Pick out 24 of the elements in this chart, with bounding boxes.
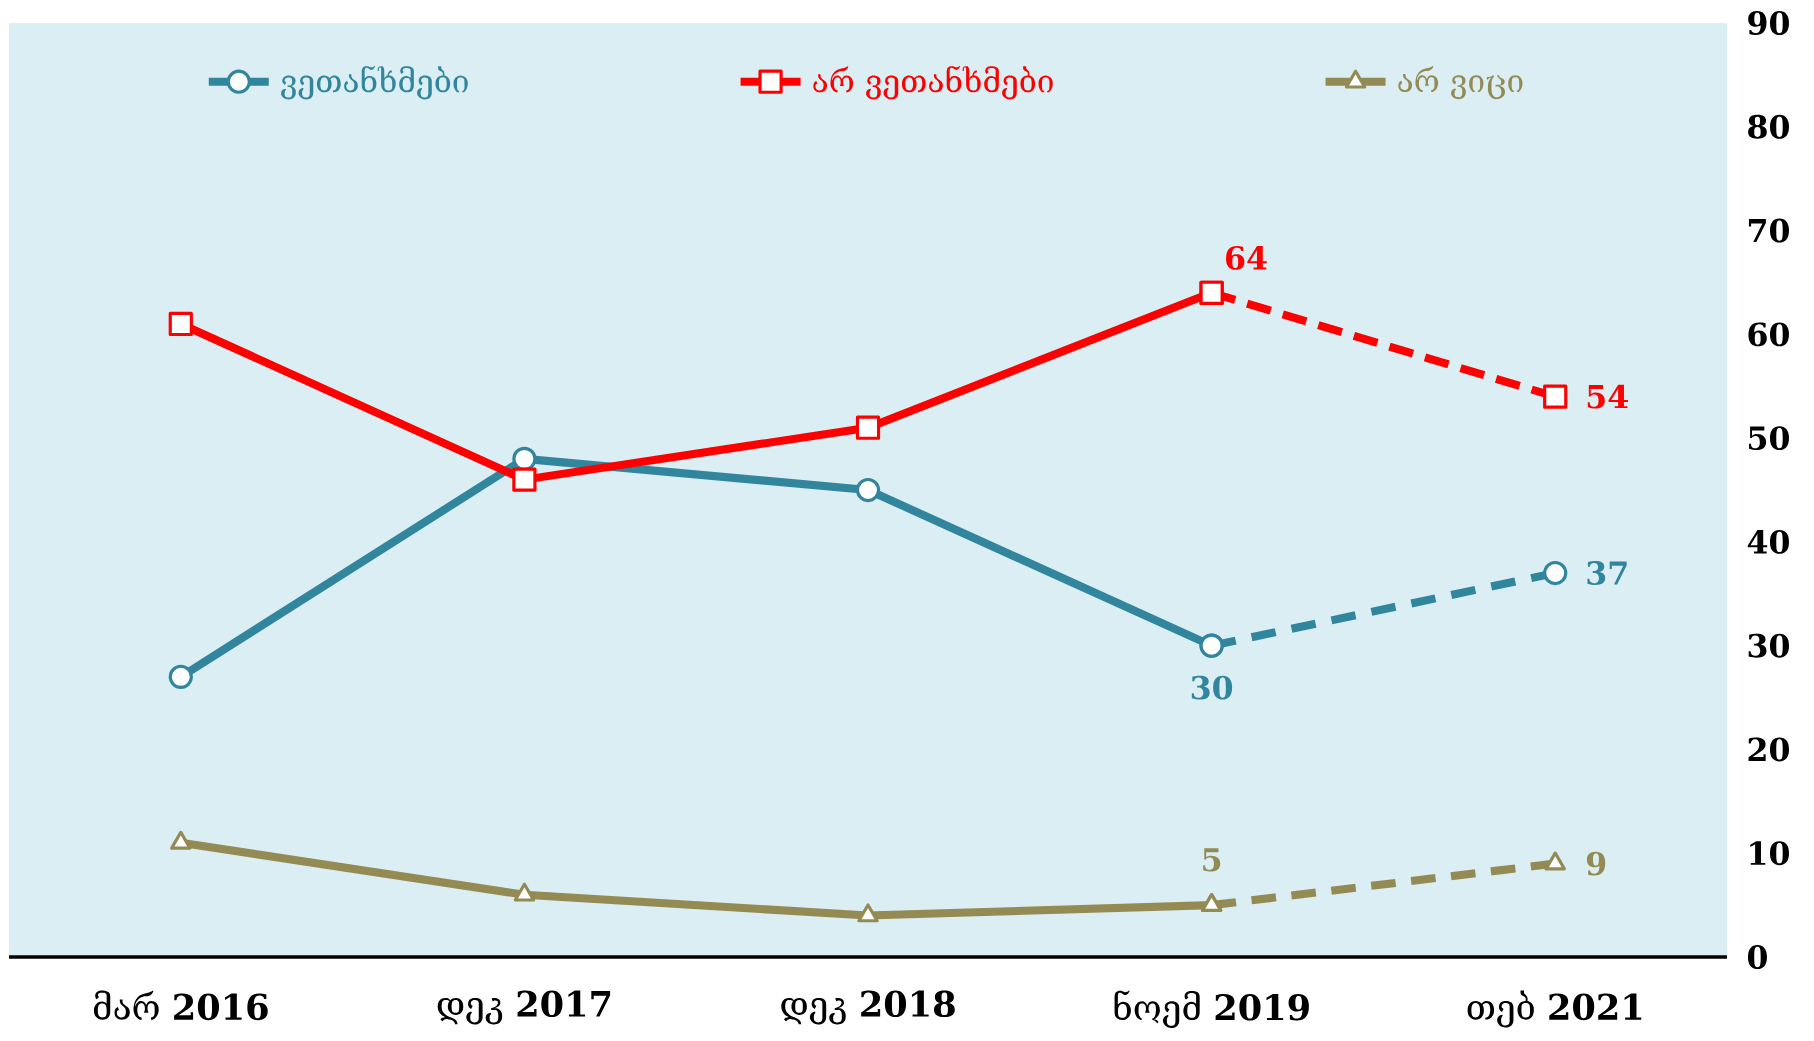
legend-label: არ ვეთანხმები [813, 65, 1053, 100]
y-tick-label: 40 [1747, 529, 1789, 554]
legend-label: ვეთანხმები [281, 65, 468, 100]
x-tick-label: ნოემ 2019 [1114, 990, 1309, 1028]
data-label: 54 [1587, 384, 1628, 409]
y-tick-label: 80 [1748, 114, 1789, 139]
data-label: 37 [1587, 561, 1627, 585]
y-tick-label: 90 [1748, 11, 1789, 35]
x-tick-label: მარ 2016 [93, 990, 268, 1021]
data-label: 5 [1203, 848, 1221, 872]
y-tick-label: 50 [1749, 426, 1789, 451]
y-tick-label: 30 [1748, 633, 1789, 658]
legend-label: არ ვიცი [1398, 66, 1523, 100]
x-tick-label: დეკ 2017 [437, 990, 611, 1025]
data-label: 30 [1191, 675, 1233, 700]
x-tick-label: დეკ 2018 [781, 990, 955, 1025]
data-label: 64 [1226, 245, 1267, 270]
y-tick-label: 70 [1748, 218, 1789, 243]
y-tick-label: 20 [1748, 737, 1789, 762]
y-tick-label: 10 [1750, 841, 1789, 866]
y-tick-label: 0 [1747, 945, 1767, 969]
x-tick-label: თებ 2021 [1467, 990, 1642, 1028]
y-tick-label: 60 [1748, 322, 1789, 347]
data-label: 9 [1586, 851, 1606, 876]
